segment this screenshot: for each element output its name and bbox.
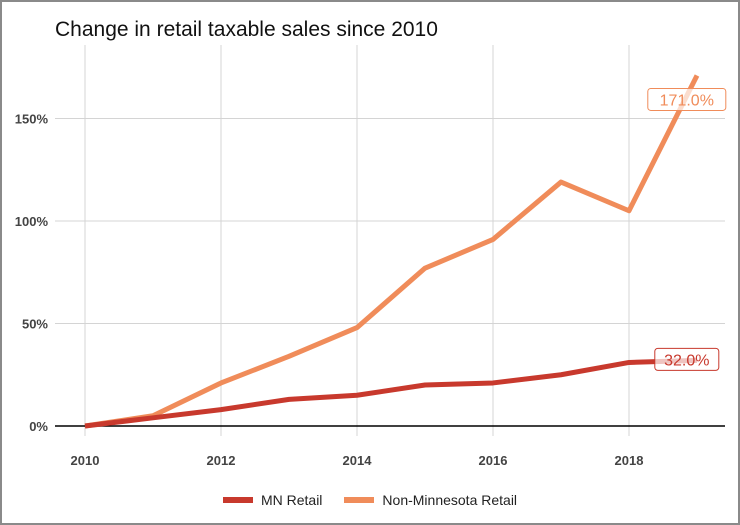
y-tick-label: 100% <box>15 214 49 229</box>
series-line-mn-retail <box>84 357 698 429</box>
x-tick-label: 2014 <box>343 453 373 468</box>
end-value-label: 171.0% <box>660 92 714 109</box>
legend-label: MN Retail <box>260 492 323 508</box>
legend-item-mn-retail[interactable]: MN Retail <box>222 492 323 508</box>
legend-swatch <box>222 497 253 503</box>
legend-label: Non-Minnesota Retail <box>382 492 518 508</box>
legend: MN Retail Non-Minnesota Retail <box>0 492 740 508</box>
x-tick-label: 2012 <box>207 453 236 468</box>
chart-title: Change in retail taxable sales since 201… <box>55 18 438 41</box>
x-tick-label: 2016 <box>479 453 508 468</box>
x-tick-label: 2010 <box>71 453 100 468</box>
y-tick-label: 50% <box>22 317 48 332</box>
y-tick-label: 150% <box>15 112 49 127</box>
legend-swatch <box>344 497 375 503</box>
end-value-label: 32.0% <box>664 352 709 369</box>
y-tick-label: 0% <box>29 419 48 434</box>
end-label-box <box>654 347 720 371</box>
series-line-non-mn-retail <box>84 74 700 429</box>
end-label-box <box>647 87 727 111</box>
legend-item-non-mn-retail[interactable]: Non-Minnesota Retail <box>344 492 517 508</box>
x-tick-label: 2018 <box>615 453 644 468</box>
